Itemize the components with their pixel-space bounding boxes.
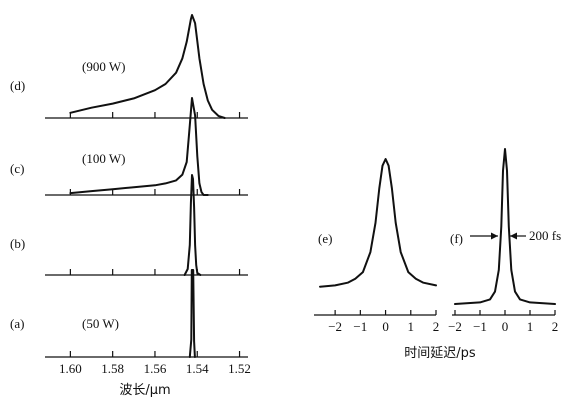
- annotation-900w: (900 W): [82, 59, 125, 74]
- panel-label-b: (b): [10, 236, 25, 251]
- panel-label-f: (f): [450, 231, 463, 246]
- panel-label-e: (e): [318, 231, 332, 246]
- spectrum-curve-a: [188, 269, 196, 358]
- spectrum-curve-d: [69, 14, 226, 119]
- spectrum-curve-b: [183, 174, 202, 276]
- autocorrelation-curve-e: [319, 158, 437, 288]
- autocorrelation-x-axis-title: 时间延迟/ps: [404, 346, 476, 361]
- panel-label-c: (c): [10, 161, 24, 176]
- autocorrelation-curve-f: [454, 148, 556, 305]
- spectrum-curve-c: [69, 97, 209, 196]
- autocorrelation-x-tick-label: −1: [473, 319, 487, 334]
- spectra-x-tick-label: 1.58: [101, 361, 124, 376]
- autocorrelation-x-tick-label: 1: [527, 319, 534, 334]
- fwhm-annotation: 200 fs: [529, 228, 561, 243]
- annotation-100w: (100 W): [82, 151, 125, 166]
- autocorrelation-x-tick-label: −1: [353, 319, 367, 334]
- spectra-x-tick-label: 1.52: [228, 361, 251, 376]
- panel-label-d: (d): [10, 78, 25, 93]
- autocorrelation-chart: −2 −1 0 1 2 −2 −1 0 1 2 (e) (f) 200 fs 时间延迟/ps: [314, 148, 561, 361]
- spectra-x-tick-label: 1.60: [59, 361, 82, 376]
- annotation-50w: (50 W): [82, 316, 119, 331]
- spectra-x-axis-title: 波长/μm: [119, 383, 170, 398]
- spectra-x-tick-label: 1.54: [186, 361, 209, 376]
- autocorrelation-x-tick-label: 2: [433, 319, 440, 334]
- spectra-chart: 1.60 1.58 1.56 1.54 1.52 (d) (c) (b) (a) (90…: [10, 14, 251, 398]
- autocorrelation-x-tick-label: 0: [502, 319, 509, 334]
- spectra-x-tick-label: 1.56: [144, 361, 167, 376]
- fwhm-right-arrowhead: [510, 232, 517, 240]
- autocorrelation-x-tick-label: 2: [552, 319, 559, 334]
- panel-label-a: (a): [10, 316, 24, 331]
- autocorrelation-x-tick-label: 1: [408, 319, 415, 334]
- autocorrelation-x-tick-label: −2: [328, 319, 342, 334]
- autocorrelation-x-tick-label: −2: [448, 319, 462, 334]
- autocorrelation-x-tick-label: 0: [382, 319, 389, 334]
- fwhm-left-arrowhead: [491, 232, 498, 240]
